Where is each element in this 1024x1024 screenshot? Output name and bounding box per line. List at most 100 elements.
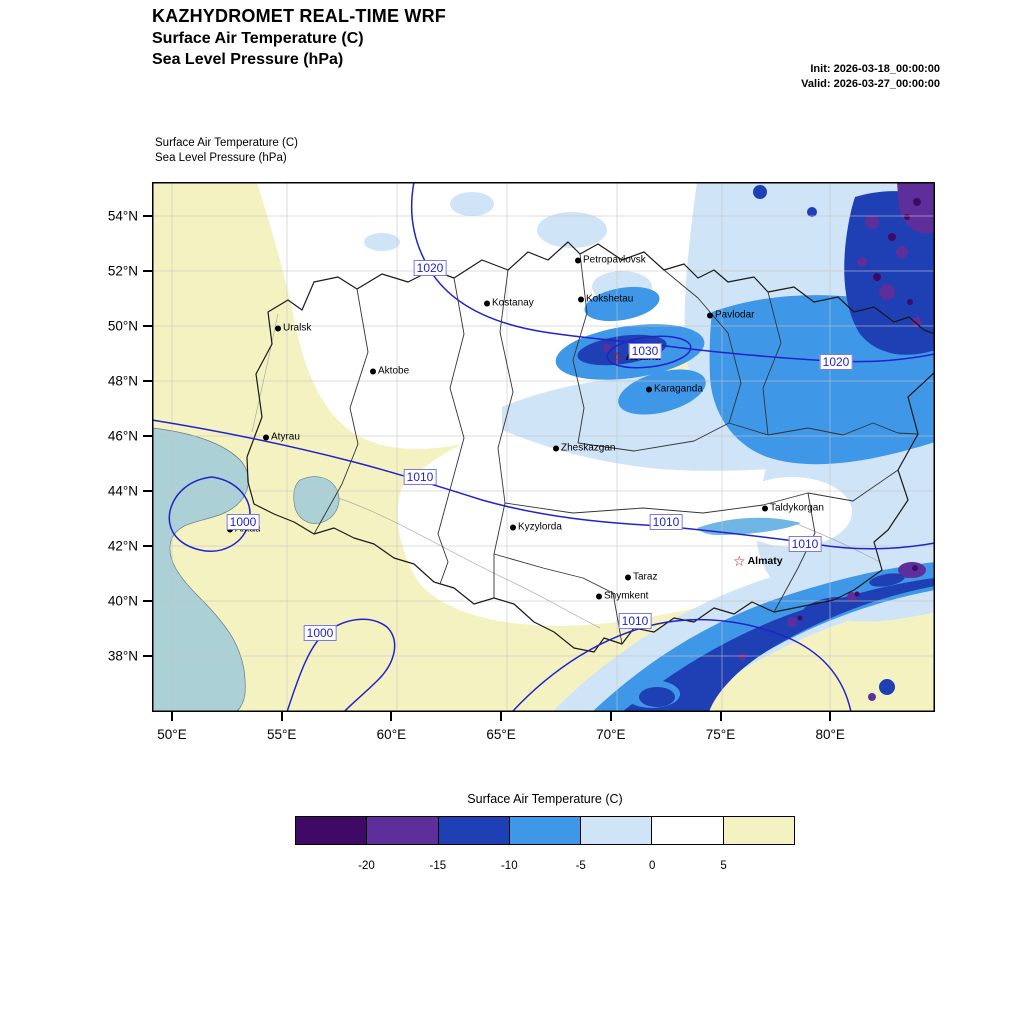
city-karaganda: Karaganda — [646, 384, 703, 395]
y-axis-label: 42°N — [107, 538, 138, 554]
city-label: Petropavlovsk — [583, 254, 646, 266]
city-label: Taldykorgan — [770, 502, 824, 514]
y-axis-label: 46°N — [107, 428, 138, 444]
city-dot-icon — [484, 300, 490, 306]
legend-ticks: -20 -15 -10 -5 0 5 — [295, 860, 795, 876]
y-axis-tick — [143, 325, 152, 327]
x-axis-tick — [171, 712, 173, 721]
y-axis-label: 40°N — [107, 593, 138, 609]
city-kostanay: Kostanay — [484, 298, 534, 309]
city-label: Uralsk — [283, 322, 312, 334]
city-dot-icon — [578, 296, 584, 302]
x-axis-tick — [719, 712, 722, 721]
pressure-contour-label: 1000 — [303, 625, 337, 641]
y-axis-label: 44°N — [107, 483, 138, 499]
city-dot-icon — [553, 445, 559, 451]
legend-tick-label: -5 — [575, 860, 586, 872]
pressure-contour-label: 1020 — [413, 260, 447, 276]
map-frame — [152, 182, 935, 712]
city-pavlodar: Pavlodar — [707, 310, 754, 321]
pressure-contour-label: 1000 — [226, 514, 260, 530]
legend-color-0 — [296, 817, 368, 844]
x-axis-tick — [390, 712, 393, 721]
y-axis-label: 38°N — [107, 648, 138, 664]
city-dot-icon — [263, 434, 269, 440]
city-dot-icon — [575, 257, 581, 263]
pressure-contour-label: 1010 — [649, 514, 683, 530]
legend-tick-label: -10 — [500, 860, 518, 872]
app-title: KAZHYDROMET REAL-TIME WRF — [152, 6, 446, 26]
x-axis-label: 65°E — [486, 727, 516, 742]
x-axis: 50°E 55°E 60°E 65°E 70°E 75°E 80°E — [152, 712, 935, 756]
pressure-contour-label: 1010 — [788, 536, 822, 552]
city-taldykorgan: Taldykorgan — [762, 503, 824, 514]
city-almaty: ☆ Almaty — [733, 554, 783, 568]
temperature-fill-layer — [152, 182, 935, 712]
city-dot-icon — [625, 574, 631, 580]
product-title-pressure: Sea Level Pressure (hPa) — [152, 51, 344, 68]
city-label: Karaganda — [654, 383, 703, 395]
pressure-contour-label: 1030 — [628, 343, 662, 359]
city-label: Kokshetau — [586, 293, 634, 305]
city-label: Aktobe — [378, 365, 410, 377]
pressure-contour-label: 1010 — [618, 613, 652, 629]
legend-color-6 — [723, 817, 794, 844]
city-dot-icon — [762, 505, 768, 511]
legend-tick-label: 5 — [720, 860, 727, 872]
legend-tick-label: -20 — [358, 860, 375, 872]
y-axis-label: 48°N — [107, 373, 138, 389]
city-zheskazgan: Zheskazgan — [553, 443, 615, 454]
city-dot-icon — [510, 524, 516, 530]
legend-color-4 — [581, 817, 653, 844]
city-dot-icon — [707, 312, 713, 318]
y-axis-tick — [143, 380, 152, 382]
legend-color-5 — [652, 817, 724, 844]
x-axis-label: 55°E — [266, 727, 297, 742]
x-axis-label: 70°E — [596, 727, 626, 742]
city-atyrau: Atyrau — [263, 432, 300, 443]
city-kyzylorda: Kyzylorda — [510, 522, 562, 533]
city-uralsk: Uralsk — [275, 323, 311, 334]
plot-subtitle-pressure: Sea Level Pressure (hPa) — [155, 152, 287, 164]
city-label: Zheskazgan — [561, 442, 616, 454]
pressure-contour-label: 1010 — [403, 469, 437, 485]
city-dot-icon — [275, 325, 281, 331]
graticule-layer — [152, 182, 935, 712]
y-axis: 54°N 52°N 50°N 48°N 46°N 44°N 42°N 40°N 38°N — [77, 182, 152, 712]
legend-colorbar — [295, 816, 795, 845]
legend-color-3 — [509, 817, 582, 844]
city-label: Taraz — [633, 571, 658, 583]
valid-time: Valid: 2026-03-27_00:00:00 — [801, 78, 940, 90]
y-axis-tick — [143, 655, 152, 657]
y-axis-label: 50°N — [107, 318, 138, 334]
map-overlay: Petropavlovsk Kostanay Kokshetau Pavlodar Ur… — [152, 182, 935, 712]
legend-tick-label: -15 — [429, 860, 447, 872]
map: Petropavlovsk Kostanay Kokshetau Pavlodar Ur… — [108, 182, 935, 742]
city-dot-icon — [370, 368, 376, 374]
legend-tick-label: 0 — [648, 860, 656, 872]
init-time: Init: 2026-03-18_00:00:00 — [810, 63, 940, 75]
star-marker-icon: ☆ — [611, 349, 624, 365]
star-marker-icon: ☆ — [733, 553, 746, 569]
legend-color-2 — [438, 817, 510, 844]
header: KAZHYDROMET REAL-TIME WRF Surface Air Te… — [152, 6, 446, 69]
x-axis-label: 75°E — [705, 727, 736, 742]
y-axis-tick — [143, 435, 152, 437]
legend-color-1 — [367, 817, 439, 844]
y-axis-tick — [143, 600, 152, 602]
x-axis-label: 50°E — [157, 727, 187, 742]
city-dot-icon — [646, 386, 652, 392]
pressure-contour-label: 1020 — [819, 354, 853, 370]
run-info: Init: 2026-03-18_00:00:00 Valid: 2026-03… — [801, 62, 940, 92]
x-axis-tick — [609, 712, 612, 721]
water-layer — [152, 427, 801, 712]
y-axis-tick — [143, 215, 152, 217]
product-title-temperature: Surface Air Temperature (C) — [152, 30, 364, 47]
y-axis-tick — [143, 270, 152, 272]
y-axis-label: 52°N — [107, 263, 138, 279]
legend-title: Surface Air Temperature (C) — [467, 792, 623, 806]
city-label: Shymkent — [604, 590, 649, 602]
y-axis-label: 54°N — [107, 208, 138, 224]
city-label: Atyrau — [271, 431, 300, 443]
